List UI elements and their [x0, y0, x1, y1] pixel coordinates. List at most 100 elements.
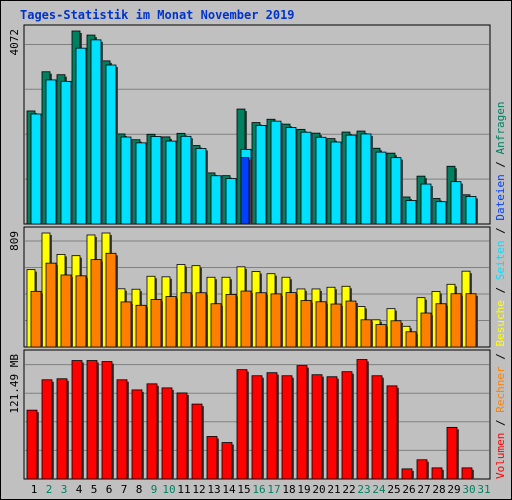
bar-volumen-day-16	[251, 375, 263, 480]
day-label-12: 12	[192, 483, 205, 496]
legend-item-anfragen: Anfragen	[494, 101, 507, 154]
day-label-23: 23	[357, 483, 370, 496]
bar-seiten-day-19	[300, 131, 312, 225]
day-label-30: 30	[462, 483, 475, 496]
bar-seiten-day-28	[435, 201, 447, 225]
bar-rechner-day-19	[300, 300, 312, 348]
bar-rechner-day-25	[390, 320, 402, 348]
bar-seiten-day-7	[120, 136, 132, 225]
legend: Volumen / Rechner / Besuche / Seiten / D…	[494, 101, 507, 479]
panel-3: 121.49 MB	[8, 349, 491, 480]
bar-rechner-day-7	[120, 301, 132, 348]
bar-volumen-day-14	[221, 442, 233, 480]
day-label-9: 9	[151, 483, 158, 496]
panel-1: 4072	[8, 24, 491, 225]
day-label-10: 10	[162, 483, 175, 496]
bar-seiten-day-29	[450, 181, 462, 225]
legend-separator: /	[494, 154, 507, 174]
day-label-21: 21	[327, 483, 340, 496]
day-label-8: 8	[136, 483, 143, 496]
legend-item-seiten: Seiten	[494, 241, 507, 281]
bar-volumen-day-12	[191, 403, 203, 480]
day-label-17: 17	[267, 483, 280, 496]
bar-rechner-day-24	[375, 324, 387, 348]
bar-seiten-day-26	[405, 200, 417, 225]
chart-title: Tages-Statistik im Monat November 2019	[20, 8, 295, 22]
bar-rechner-day-26	[405, 331, 417, 348]
bar-seiten-day-6	[105, 64, 117, 225]
bar-rechner-day-8	[135, 304, 147, 348]
bar-seiten-day-9	[150, 136, 162, 225]
bar-volumen-day-26	[401, 468, 413, 480]
day-label-15: 15	[237, 483, 250, 496]
bar-volumen-day-22	[341, 371, 353, 480]
bar-volumen-day-30	[461, 467, 473, 480]
day-label-3: 3	[61, 483, 68, 496]
legend-item-dateien: Dateien	[494, 174, 507, 220]
bar-rechner-day-1	[30, 290, 42, 348]
bar-volumen-day-28	[431, 467, 443, 480]
bar-seiten-day-30	[465, 196, 477, 225]
bar-volumen-day-23	[356, 359, 368, 480]
panel-2: 809	[8, 226, 491, 348]
bar-volumen-day-8	[131, 389, 143, 480]
panels: 4072 809 121.49 MB	[8, 24, 491, 480]
bar-rechner-day-30	[465, 293, 477, 348]
bar-rechner-day-5	[90, 259, 102, 348]
day-label-6: 6	[106, 483, 113, 496]
day-labels: 1 2 3 4 5 6 7 8 9 10 11 12 13 14 15 16 17 18 19 20 21 22 23 24 2…	[31, 483, 491, 496]
bar-seiten-day-25	[390, 157, 402, 225]
bar-rechner-day-17	[270, 293, 282, 348]
bar-seiten-day-18	[285, 127, 297, 225]
bar-seiten-day-11	[180, 135, 192, 225]
bar-seiten-day-4	[75, 47, 87, 225]
bar-rechner-day-11	[180, 292, 192, 348]
bar-volumen-day-18	[281, 375, 293, 480]
bar-volumen-day-11	[176, 392, 188, 480]
bar-seiten-day-1	[30, 113, 42, 225]
day-label-20: 20	[312, 483, 325, 496]
bar-seiten-day-3	[60, 80, 72, 225]
day-label-5: 5	[91, 483, 98, 496]
bar-volumen-day-17	[266, 372, 278, 480]
bar-rechner-day-4	[75, 275, 87, 348]
day-label-2: 2	[46, 483, 53, 496]
bar-volumen-day-6	[101, 361, 113, 480]
bar-rechner-day-2	[45, 262, 57, 348]
bar-volumen-day-24	[371, 375, 383, 480]
bar-volumen-day-4	[71, 360, 83, 480]
bar-volumen-day-29	[446, 426, 458, 480]
bar-seiten-day-23	[360, 133, 372, 225]
bar-rechner-day-16	[255, 292, 267, 348]
bar-seiten-day-13	[210, 175, 222, 225]
bar-rechner-day-29	[450, 293, 462, 348]
bar-rechner-day-12	[195, 292, 207, 348]
bar-volumen-day-1	[26, 409, 38, 480]
bar-rechner-day-20	[315, 301, 327, 348]
bar-rechner-day-28	[435, 303, 447, 348]
day-label-16: 16	[252, 483, 265, 496]
day-label-31: 31	[477, 483, 490, 496]
bar-rechner-day-21	[330, 303, 342, 348]
legend-item-besuche: Besuche	[494, 300, 507, 346]
bar-seiten-day-5	[90, 39, 102, 225]
day-label-11: 11	[177, 483, 190, 496]
bar-rechner-day-27	[420, 312, 432, 348]
bar-volumen-day-9	[146, 383, 158, 480]
legend-text: Volumen / Rechner / Besuche / Seiten / D…	[494, 101, 507, 479]
day-label-14: 14	[222, 483, 236, 496]
bar-rechner-day-10	[165, 296, 177, 348]
bar-volumen-day-20	[311, 374, 323, 480]
bar-volumen-day-13	[206, 436, 218, 480]
bar-volumen-day-2	[41, 379, 53, 480]
bar-rechner-day-23	[360, 319, 372, 348]
day-label-29: 29	[447, 483, 460, 496]
day-label-18: 18	[282, 483, 295, 496]
bar-volumen-day-7	[116, 379, 128, 480]
bar-volumen-day-25	[386, 385, 398, 480]
bar-seiten-day-14	[225, 178, 237, 225]
bar-volumen-day-19	[296, 365, 308, 480]
panel-max-label: 4072	[8, 29, 21, 56]
legend-separator: /	[494, 221, 507, 241]
day-label-26: 26	[402, 483, 415, 496]
